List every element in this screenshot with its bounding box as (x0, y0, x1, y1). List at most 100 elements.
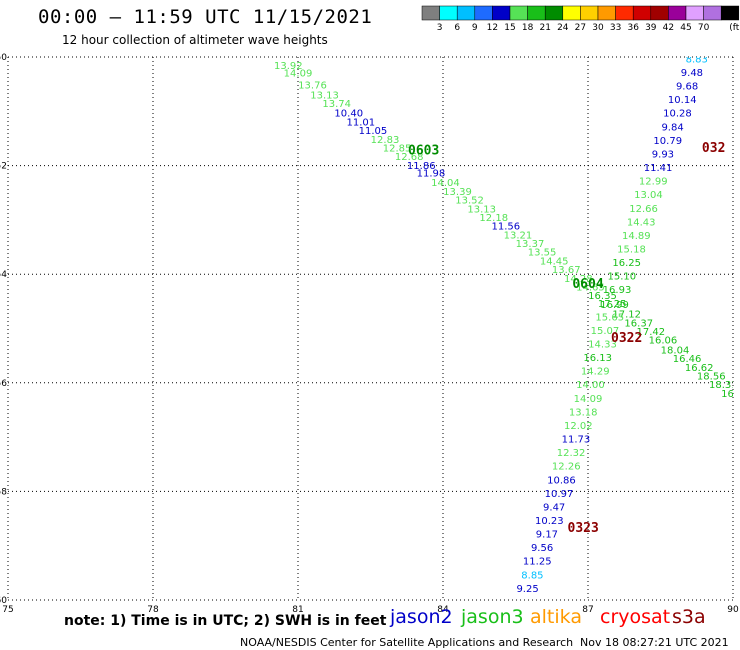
swh-value-label: 12.83 (371, 135, 400, 146)
swh-value-label: 11.25 (523, 557, 552, 568)
swh-value-label: 9.17 (536, 530, 558, 541)
y-tick-label: -50 (0, 53, 7, 63)
colorbar-tick-label: 36 (627, 23, 639, 33)
swh-value-label: 14.43 (627, 217, 656, 228)
colorbar-tick-label: 3 (437, 23, 443, 33)
x-tick-label: 78 (147, 605, 159, 615)
swh-value-label: 14.45 (540, 256, 569, 267)
chart-subtitle: 12 hour collection of altimeter wave hei… (62, 33, 328, 47)
y-tick-label: -60 (0, 596, 7, 606)
swh-value-label: 9.56 (531, 543, 553, 554)
swh-value-label: 17.12 (612, 310, 641, 321)
swh-value-label: 11.56 (492, 222, 521, 233)
x-tick-label: 81 (292, 605, 303, 615)
legend-jason3: jason3 (461, 606, 524, 628)
swh-value-label: 10.28 (663, 109, 692, 120)
swh-value-label: 13.92 (274, 61, 303, 72)
pass-id-label: 0602 (299, 46, 330, 61)
swh-value-label: 9.22 (705, 0, 727, 11)
swh-value-label: 16.99 (600, 300, 629, 311)
swh-value-label: 13.04 (634, 190, 663, 201)
swh-value-label: 13.18 (569, 407, 598, 418)
swh-value-label: 14.09 (284, 69, 313, 80)
colorbar-swatch (720, 5, 740, 21)
colorbar-tick-label: 42 (663, 23, 674, 33)
y-tick-label: -56 (0, 379, 7, 389)
swh-value-label: 14.09 (574, 394, 603, 405)
swh-value-label: 14.00 (576, 380, 605, 391)
swh-value-label: 12.85 (383, 143, 412, 154)
colorbar-tick-label: 45 (680, 23, 691, 33)
swh-value-label: 15.07 (591, 326, 620, 337)
swh-value-label: 12.26 (552, 462, 581, 473)
swh-value-label: 8.83 (686, 54, 708, 65)
swh-value-label: 16.62 (685, 363, 714, 374)
swh-value-label: 8.85 (521, 570, 543, 581)
colorbar-tick-label: 33 (610, 23, 621, 33)
swh-value-label: 14.04 (431, 178, 460, 189)
y-tick-label: -52 (0, 162, 7, 172)
timestamp-text: Nov 18 08:27:21 UTC 2021 (580, 636, 729, 649)
swh-value-label: 13.21 (504, 230, 533, 241)
swh-value-label: 12.32 (557, 448, 586, 459)
swh-value-label: 16.46 (673, 354, 702, 365)
swh-value-label: 9.25 (516, 584, 538, 595)
y-tick-label: -58 (0, 487, 7, 497)
swh-value-label: 14.65 (576, 282, 605, 293)
swh-value-label: 16.93 (603, 285, 632, 296)
swh-value-label: 11.05 (359, 126, 388, 137)
pass-id-label: 0323 (568, 521, 599, 536)
swh-value-label: 11.41 (644, 163, 673, 174)
y-tick-label: -54 (0, 270, 7, 280)
pass-id-label: 0603 (408, 144, 439, 159)
swh-value-label: 14.28 (564, 274, 593, 285)
pass-id-label: 0322 (611, 331, 642, 346)
swh-value-label: 10.40 (334, 109, 363, 120)
swh-value-label: 13.76 (298, 80, 327, 91)
x-tick-label: 90 (727, 605, 739, 615)
colorbar-tick-label: 9 (472, 23, 478, 33)
swh-value-label: 13.13 (310, 90, 339, 101)
swh-value-label: 11.98 (417, 168, 446, 179)
swh-value-label: 9.93 (652, 149, 674, 160)
swh-value-label: 13.39 (443, 187, 472, 198)
swh-value-label: 13.13 (467, 204, 496, 215)
colorbar-tick-label: 6 (454, 23, 460, 33)
swh-value-label: 12.99 (639, 177, 668, 188)
credit-text: NOAA/NESDIS Center for Satellite Applica… (240, 636, 574, 649)
colorbar-tick-label: 70 (698, 23, 710, 33)
swh-value-label: 10.97 (545, 489, 574, 500)
footnote: note: 1) Time is in UTC; 2) SWH is in fe… (64, 613, 387, 629)
swh-value-label: 13.55 (528, 248, 557, 259)
legend-cryosat: cryosat (600, 606, 671, 628)
swh-value-label: 14.33 (588, 340, 617, 351)
swh-value-label: 9.68 (676, 82, 698, 93)
swh-value-label: 8.89 (690, 41, 712, 52)
swh-value-label: 16.48 (721, 389, 740, 400)
swh-value-label: 10.79 (653, 136, 682, 147)
swh-value-label: 18.56 (697, 372, 726, 383)
swh-value-label: 11.01 (347, 117, 376, 128)
swh-value-label: 18.04 (661, 345, 690, 356)
swh-value-label: 17.25 (598, 299, 627, 310)
swh-value-label: 13.67 (552, 265, 581, 276)
swh-value-label: 12.02 (564, 421, 593, 432)
pass-id-label: 0604 (572, 277, 603, 292)
legend-jason2: jason2 (390, 606, 453, 628)
swh-value-label: 11.73 (562, 435, 591, 446)
colorbar-tick-label: 15 (504, 23, 515, 33)
swh-value-label: 9.47 (543, 502, 565, 513)
legend-altika: altika (530, 606, 582, 628)
swh-value-label: 9.84 (661, 122, 683, 133)
swh-value-label: 9.48 (681, 68, 703, 79)
colorbar-tick-label: 24 (557, 23, 569, 33)
swh-value-label: 14.89 (622, 231, 651, 242)
swh-value-label: 13.74 (322, 99, 351, 110)
colorbar-tick-label: 21 (539, 23, 550, 33)
swh-value-label: 8.83 (700, 14, 722, 25)
swh-value-label: 15.10 (608, 272, 637, 283)
colorbar-tick-label: 12 (487, 23, 498, 33)
swh-value-label: 15.18 (617, 244, 646, 255)
